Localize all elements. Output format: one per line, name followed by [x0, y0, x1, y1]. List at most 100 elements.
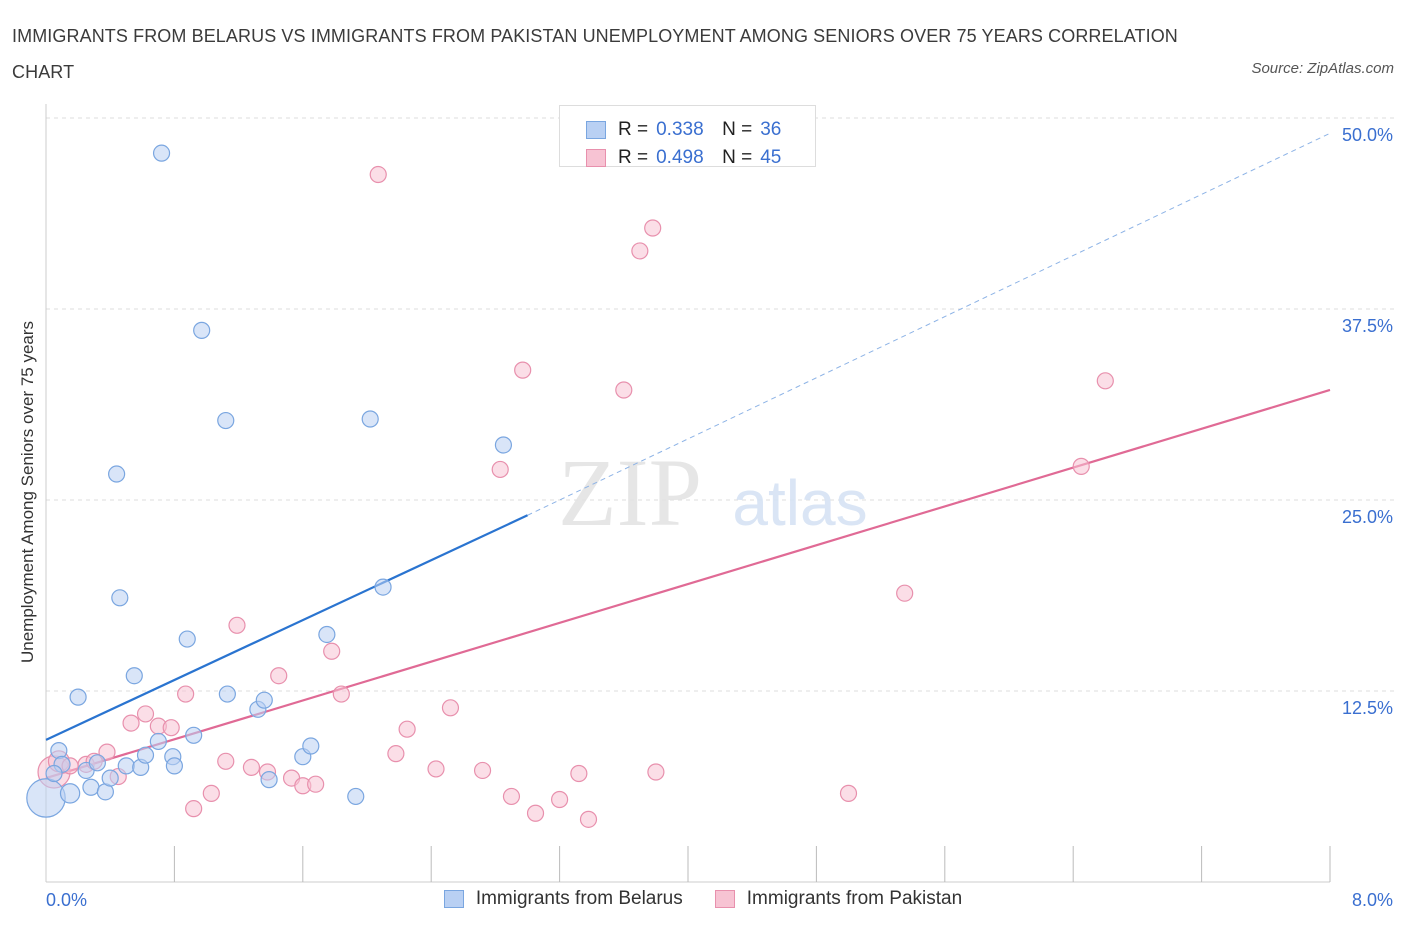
legend-label-belarus: Immigrants from Belarus: [475, 888, 683, 909]
watermark: ZIP atlas: [558, 439, 868, 546]
pakistan-point: [1096, 372, 1114, 390]
n-value: 45: [760, 147, 782, 168]
belarus-point: [26, 778, 66, 818]
belarus-swatch: [443, 890, 464, 908]
belarus-point: [59, 783, 81, 804]
pakistan-point: [491, 460, 509, 479]
y-tick-labels: 12.5% 25.0% 37.5% 50.0%: [1342, 125, 1393, 718]
pakistan-point: [631, 242, 649, 260]
n-label: N =: [722, 147, 753, 168]
r-value: 0.338: [656, 119, 704, 140]
pakistan-point: [473, 761, 492, 780]
legend-item-belarus[interactable]: Immigrants from Belarus: [443, 888, 683, 910]
y-tick-label: 37.5%: [1342, 316, 1393, 336]
belarus-point: [178, 630, 196, 648]
pakistan-point: [228, 616, 246, 634]
pakistan-point: [387, 745, 405, 763]
x-tick-label-min: 0.0%: [46, 890, 88, 910]
gridlines: [46, 117, 1395, 692]
pakistan-point: [185, 800, 203, 818]
belarus-point: [193, 321, 211, 339]
belarus-point: [152, 144, 171, 162]
belarus-point: [165, 757, 183, 775]
pakistan-point: [502, 787, 521, 806]
belarus-point: [494, 436, 513, 454]
pakistan-point: [177, 685, 195, 703]
pakistan-point: [369, 165, 387, 184]
pakistan-point: [323, 642, 341, 660]
belarus-point: [255, 691, 273, 709]
pakistan-swatch: [714, 890, 735, 908]
axes: [45, 104, 1331, 883]
belarus-point: [347, 787, 365, 806]
belarus-point: [217, 411, 235, 430]
pakistan-point: [570, 764, 588, 783]
pakistan-point: [136, 705, 155, 723]
pakistan-point: [839, 784, 858, 802]
pakistan-point: [896, 584, 914, 602]
belarus-point: [318, 625, 336, 644]
pakistan-point: [217, 752, 235, 770]
belarus-point: [117, 757, 135, 775]
belarus-point: [260, 771, 278, 789]
belarus-swatch: [586, 121, 606, 139]
watermark-atlas: atlas: [732, 467, 867, 539]
belarus-point: [108, 465, 126, 483]
pakistan-point: [202, 784, 220, 802]
pakistan-point: [332, 685, 350, 703]
n-label: N =: [722, 119, 753, 140]
belarus-point: [302, 737, 320, 755]
pakistan-point: [398, 720, 416, 738]
pakistan-point: [615, 381, 633, 399]
belarus-point: [136, 746, 155, 764]
stats-row-pakistan: R = 0.498 N = 45: [586, 144, 781, 172]
belarus-point: [45, 764, 63, 783]
legend-label-pakistan: Immigrants from Pakistan: [746, 888, 963, 909]
pakistan-point: [427, 760, 445, 778]
belarus-trend-extension: [527, 132, 1331, 516]
belarus-point: [88, 754, 106, 772]
pakistan-swatch: [586, 149, 606, 167]
pakistan-point: [550, 790, 569, 809]
legend-item-pakistan[interactable]: Immigrants from Pakistan: [714, 888, 963, 910]
stats-row-belarus: R = 0.338 N = 36: [586, 116, 781, 144]
belarus-point: [125, 667, 143, 685]
belarus-point: [361, 410, 379, 428]
belarus-point: [374, 578, 392, 596]
pakistan-point: [1072, 457, 1090, 475]
belarus-trend-line: [45, 514, 528, 741]
r-label: R =: [618, 119, 649, 140]
r-value: 0.498: [656, 147, 704, 168]
source-label: Source: ZipAtlas.com: [1251, 60, 1394, 77]
stats-legend: R = 0.338 N = 36 R = 0.498 N = 45: [559, 105, 816, 168]
pakistan-point: [579, 810, 598, 828]
pakistan-point: [514, 361, 532, 379]
belarus-point: [69, 688, 87, 706]
pakistan-point: [647, 763, 665, 781]
belarus-point: [149, 732, 167, 751]
y-tick-label: 12.5%: [1342, 698, 1393, 718]
pakistan-point: [526, 804, 545, 822]
belarus-point: [82, 778, 100, 796]
pakistan-point: [307, 775, 325, 793]
pakistan-point: [122, 714, 140, 732]
y-axis-title: Unemployment Among Seniors over 75 years: [18, 320, 37, 664]
watermark-zip: ZIP: [558, 439, 702, 546]
belarus-point: [111, 589, 129, 607]
pakistan-point: [644, 219, 662, 237]
series-legend: Immigrants from Belarus Immigrants from …: [0, 888, 1406, 910]
pakistan-point: [162, 719, 180, 737]
belarus-point: [218, 685, 236, 703]
pakistan-point: [270, 667, 288, 685]
r-label: R =: [618, 147, 649, 168]
chart-title: IMMIGRANTS FROM BELARUS VS IMMIGRANTS FR…: [12, 26, 1178, 82]
pakistan-point: [98, 743, 116, 761]
data-points: [26, 144, 1114, 828]
n-value: 36: [760, 119, 782, 140]
belarus-point: [101, 769, 119, 787]
y-tick-label: 25.0%: [1342, 507, 1393, 527]
y-tick-label: 50.0%: [1342, 125, 1393, 145]
x-tick-label-max: 8.0%: [1351, 890, 1393, 910]
belarus-point: [185, 726, 203, 744]
